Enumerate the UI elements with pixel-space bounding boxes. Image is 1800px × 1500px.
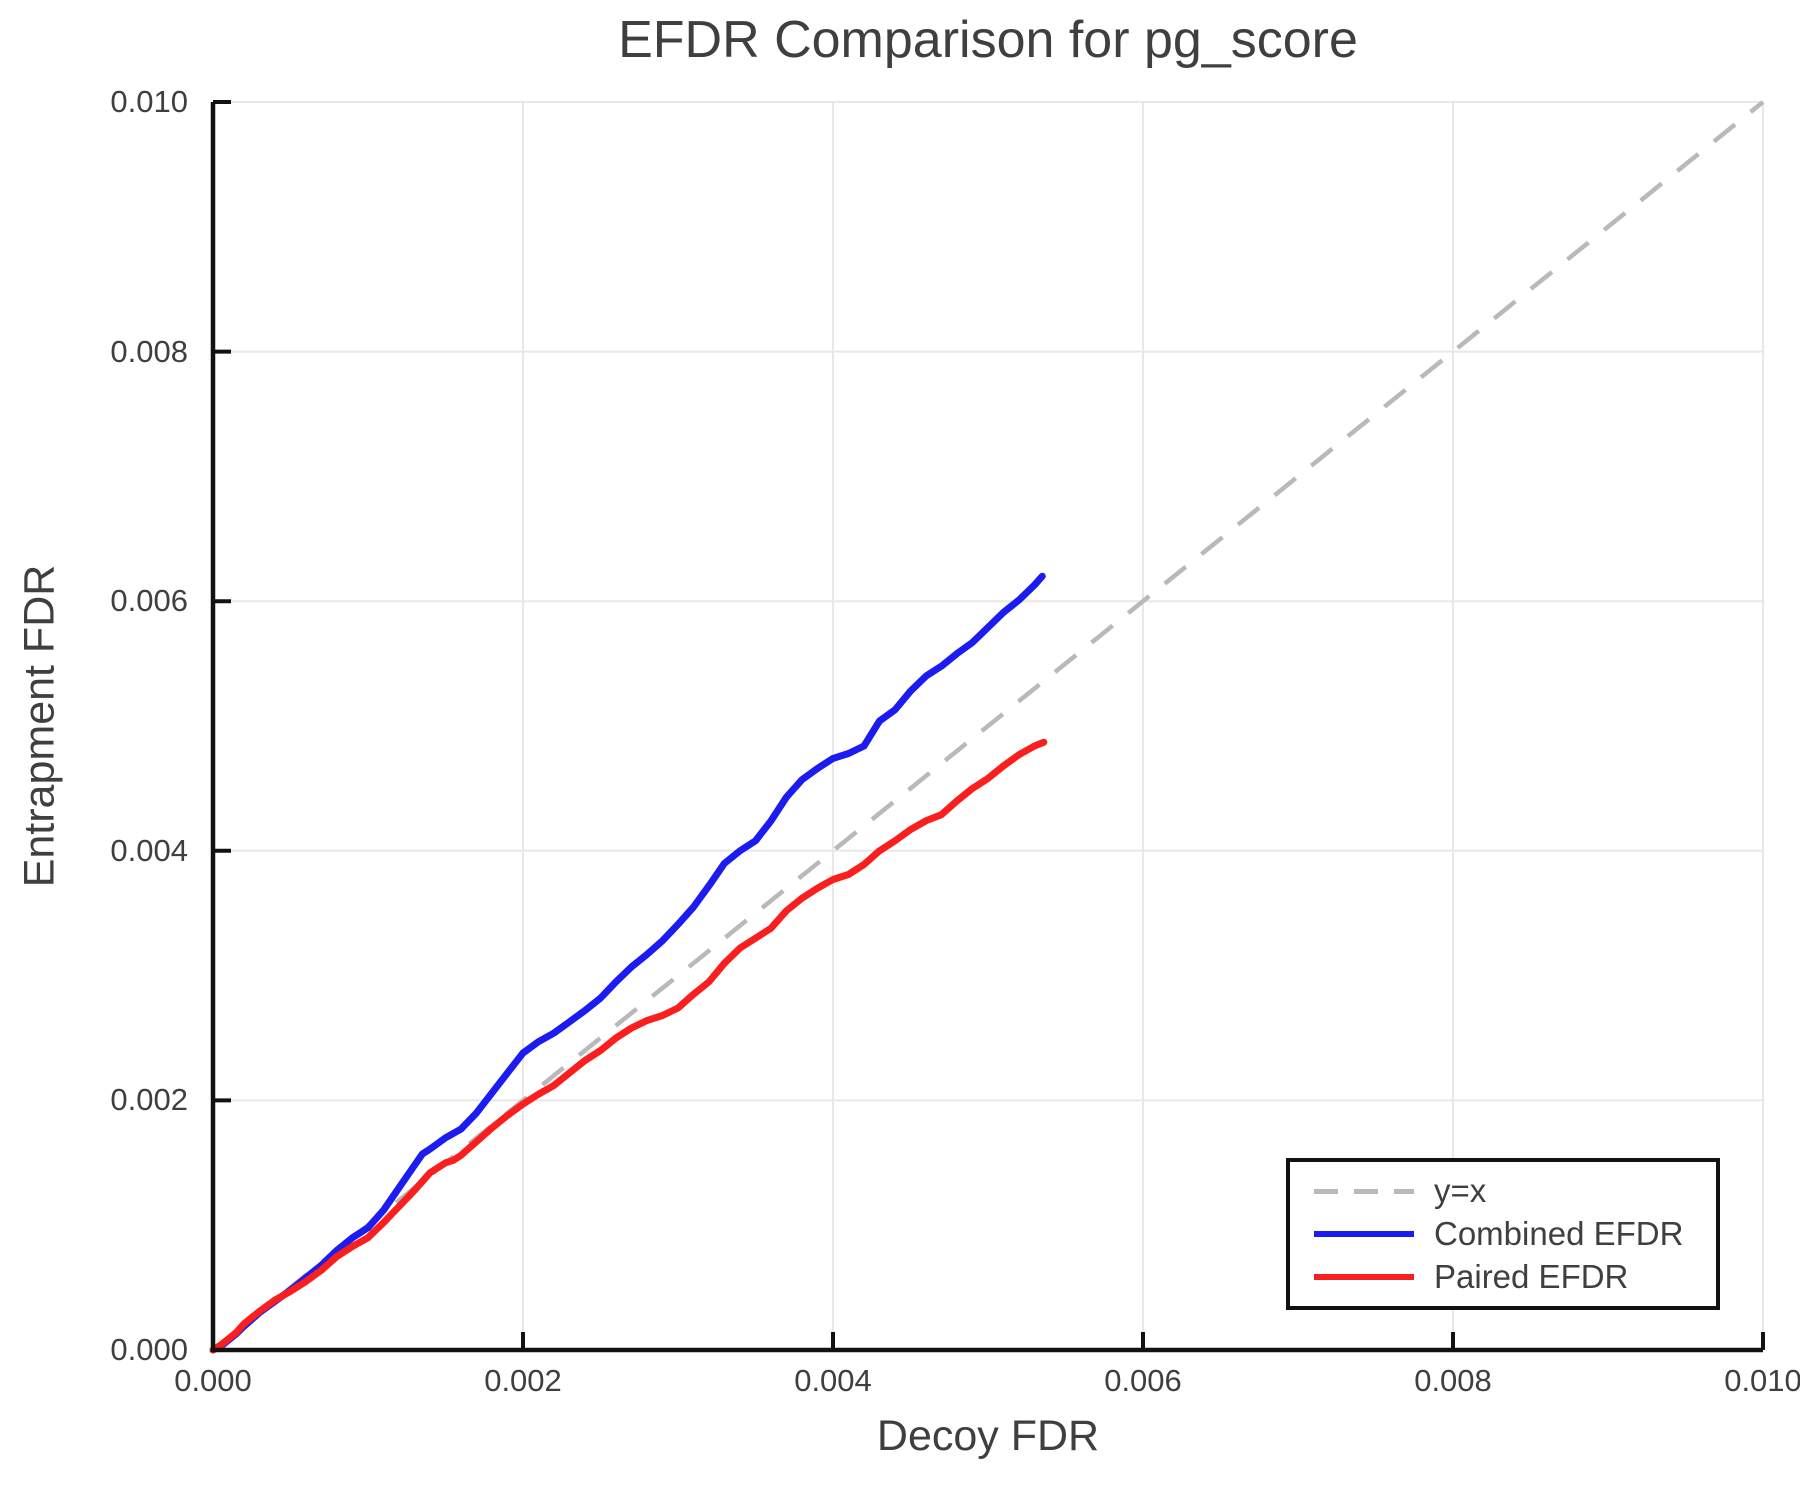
- legend-row-paired: Paired EFDR: [1314, 1258, 1716, 1296]
- legend-row-combined: Combined EFDR: [1314, 1215, 1716, 1253]
- x-axis-label: Decoy FDR: [876, 1412, 1100, 1460]
- x-tick-label: 0.010: [1724, 1363, 1800, 1398]
- series-line-combined-efdr: [209, 572, 1046, 1354]
- legend-row-identity: y=x: [1314, 1172, 1716, 1210]
- legend-paired-line-sample: [1314, 1274, 1414, 1280]
- legend-label-paired: Paired EFDR: [1434, 1258, 1629, 1295]
- y-tick-label: 0.000: [110, 1332, 188, 1367]
- x-tick-label: 0.004: [794, 1363, 872, 1398]
- y-tick-label: 0.010: [110, 84, 188, 119]
- x-tick-label: 0.008: [1414, 1363, 1492, 1398]
- series-line-paired-efdr: [209, 738, 1048, 1354]
- x-tick-label: 0.002: [484, 1363, 562, 1398]
- legend: y=x Combined EFDR Paired EFDR: [1286, 1158, 1720, 1310]
- y-tick-label: 0.008: [110, 333, 188, 369]
- chart-title: EFDR Comparison for pg_score: [618, 11, 1358, 69]
- legend-label-combined: Combined EFDR: [1434, 1215, 1684, 1252]
- legend-combined-line-sample: [1314, 1231, 1414, 1237]
- y-tick-label: 0.006: [110, 583, 188, 619]
- x-tick-label: 0.000: [174, 1363, 252, 1398]
- y-tick-label: 0.004: [110, 832, 188, 868]
- legend-identity-dashed-line-sample: [1314, 1188, 1414, 1194]
- x-tick-label: 0.006: [1104, 1363, 1182, 1398]
- legend-label-identity: y=x: [1434, 1172, 1487, 1209]
- y-tick-label: 0.002: [110, 1082, 188, 1118]
